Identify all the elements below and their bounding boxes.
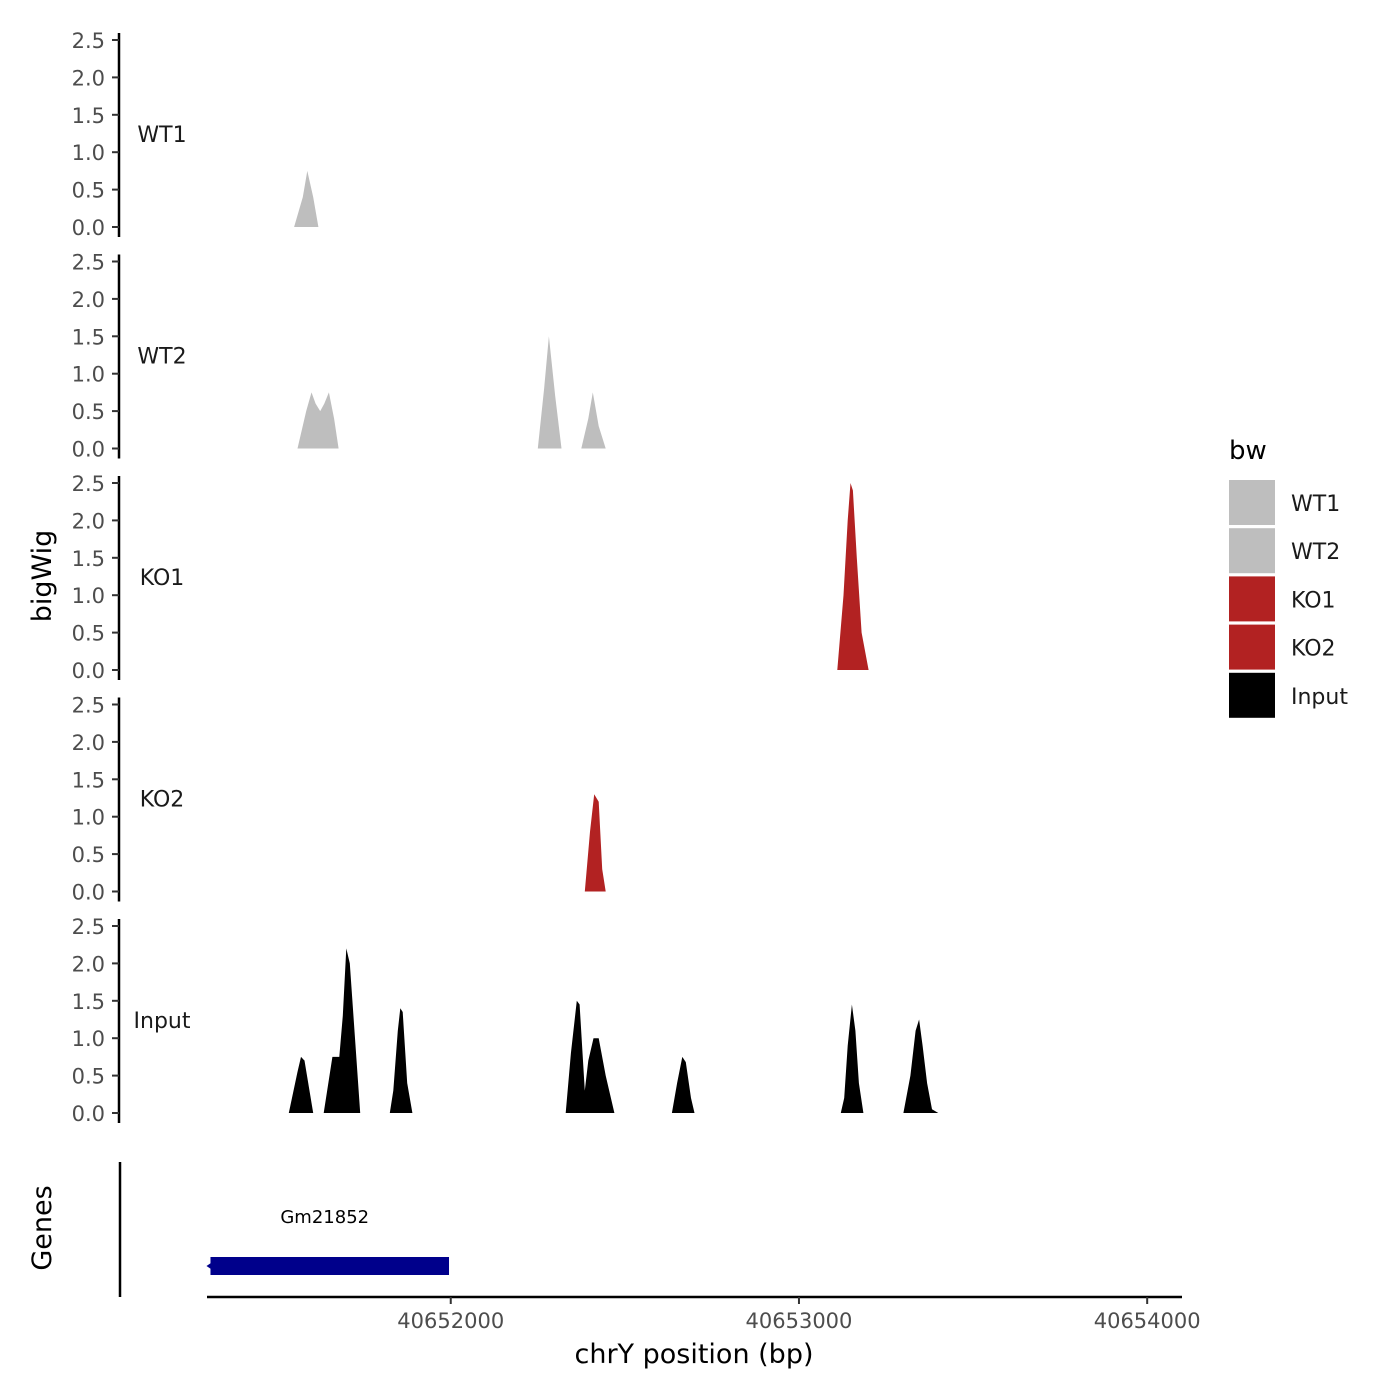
track-label-input: Input bbox=[134, 1009, 191, 1034]
x-axis-title: chrY position (bp) bbox=[574, 1339, 813, 1370]
gene-label: Gm21852 bbox=[280, 1207, 369, 1228]
y-axis-title-group: bigWig bbox=[27, 530, 58, 623]
y-tick-label: 2.5 bbox=[72, 251, 105, 275]
legend-key-wt1 bbox=[1229, 480, 1275, 525]
track-ko1: 0.0 0.5 1.0 1.5 2.0 2.5 KO1 bbox=[72, 472, 869, 683]
legend-key-ko1 bbox=[1229, 576, 1275, 622]
y-tick-label: 1.5 bbox=[72, 104, 105, 128]
legend-label-wt1: WT1 bbox=[1291, 492, 1340, 517]
signal-peak bbox=[389, 1008, 413, 1113]
y-axis-title: bigWig bbox=[27, 530, 58, 623]
gene-track: Genes Gm21852 bbox=[27, 1162, 450, 1297]
y-tick-label: 1.5 bbox=[72, 768, 105, 792]
y-tick-label: 2.5 bbox=[72, 472, 105, 496]
x-axis: chrY position (bp) 40652000 40653000 40654… bbox=[207, 1295, 1201, 1370]
signal-peak bbox=[323, 948, 361, 1113]
y-tick-label: 1.0 bbox=[72, 1027, 105, 1051]
y-tick-label: 0.5 bbox=[72, 1065, 105, 1089]
y-tick-label: 1.0 bbox=[72, 584, 105, 608]
track-wt2: 0.0 0.5 1.0 1.5 2.0 2.5 WT2 bbox=[72, 251, 606, 462]
y-tick-label: 0.0 bbox=[72, 659, 105, 683]
y-tick-label: 2.0 bbox=[72, 952, 105, 976]
track-label-ko2: KO2 bbox=[140, 788, 185, 813]
signal-peak bbox=[537, 336, 562, 449]
signal-peak bbox=[565, 1000, 615, 1113]
track-label-wt2: WT2 bbox=[137, 345, 186, 370]
signal-peak bbox=[581, 392, 606, 449]
signal-peak bbox=[837, 483, 869, 670]
track-ko2: 0.0 0.5 1.0 1.5 2.0 2.5 KO2 bbox=[72, 694, 606, 905]
gene-track-title: Genes bbox=[27, 1185, 58, 1270]
signal-peak bbox=[294, 170, 319, 227]
y-tick-label: 1.0 bbox=[72, 806, 105, 830]
x-tick-label: 40653000 bbox=[746, 1309, 853, 1333]
y-tick-label: 1.5 bbox=[72, 990, 105, 1014]
y-tick-label: 1.5 bbox=[72, 325, 105, 349]
y-tick-label: 1.0 bbox=[72, 363, 105, 387]
legend-label-wt2: WT2 bbox=[1291, 540, 1340, 565]
y-tick-label: 2.0 bbox=[72, 288, 105, 312]
y-tick-label: 2.5 bbox=[72, 915, 105, 939]
legend-key-wt2 bbox=[1229, 528, 1275, 574]
track-input: 0.0 0.5 1.0 1.5 2.0 2.5 Input bbox=[72, 915, 939, 1126]
y-tick-label: 0.0 bbox=[72, 881, 105, 905]
gene-body bbox=[210, 1257, 450, 1275]
y-tick-label: 0.5 bbox=[72, 179, 105, 203]
legend-key-ko2 bbox=[1229, 624, 1275, 670]
x-tick-label: 40654000 bbox=[1094, 1309, 1201, 1333]
legend: bw WT1 WT2 KO1 KO2 Input bbox=[1229, 436, 1348, 718]
y-tick-label: 2.5 bbox=[72, 694, 105, 718]
gene-strand-arrow bbox=[206, 1262, 213, 1270]
legend-label-ko2: KO2 bbox=[1291, 637, 1336, 662]
y-tick-label: 2.5 bbox=[72, 29, 105, 53]
y-tick-label: 0.0 bbox=[72, 216, 105, 240]
signal-tracks: 0.0 0.5 1.0 1.5 2.0 2.5 WT1 0.0 0.5 1.0 1.5 2.0 2.5 W… bbox=[72, 29, 939, 1126]
signal-peak bbox=[297, 392, 339, 449]
legend-title: bw bbox=[1229, 436, 1267, 466]
y-tick-label: 0.5 bbox=[72, 400, 105, 424]
track-label-wt1: WT1 bbox=[137, 123, 186, 148]
y-tick-label: 0.0 bbox=[72, 438, 105, 462]
y-tick-label: 2.0 bbox=[72, 731, 105, 755]
legend-key-input bbox=[1229, 672, 1275, 718]
legend-label-input: Input bbox=[1291, 685, 1348, 710]
signal-peak bbox=[840, 1004, 864, 1113]
y-tick-label: 0.5 bbox=[72, 622, 105, 646]
y-tick-label: 2.0 bbox=[72, 509, 105, 533]
signal-peak bbox=[903, 1019, 939, 1113]
signal-peak bbox=[671, 1056, 695, 1113]
signal-peak bbox=[288, 1056, 314, 1113]
legend-label-ko1: KO1 bbox=[1291, 588, 1336, 613]
y-tick-label: 2.0 bbox=[72, 66, 105, 90]
y-tick-label: 0.0 bbox=[72, 1102, 105, 1126]
y-tick-label: 0.5 bbox=[72, 843, 105, 867]
y-tick-label: 1.0 bbox=[72, 141, 105, 165]
track-label-ko1: KO1 bbox=[140, 566, 185, 591]
track-wt1: 0.0 0.5 1.0 1.5 2.0 2.5 WT1 bbox=[72, 29, 319, 240]
y-tick-label: 1.5 bbox=[72, 547, 105, 571]
x-tick-label: 40652000 bbox=[397, 1309, 504, 1333]
signal-peak bbox=[584, 794, 606, 892]
